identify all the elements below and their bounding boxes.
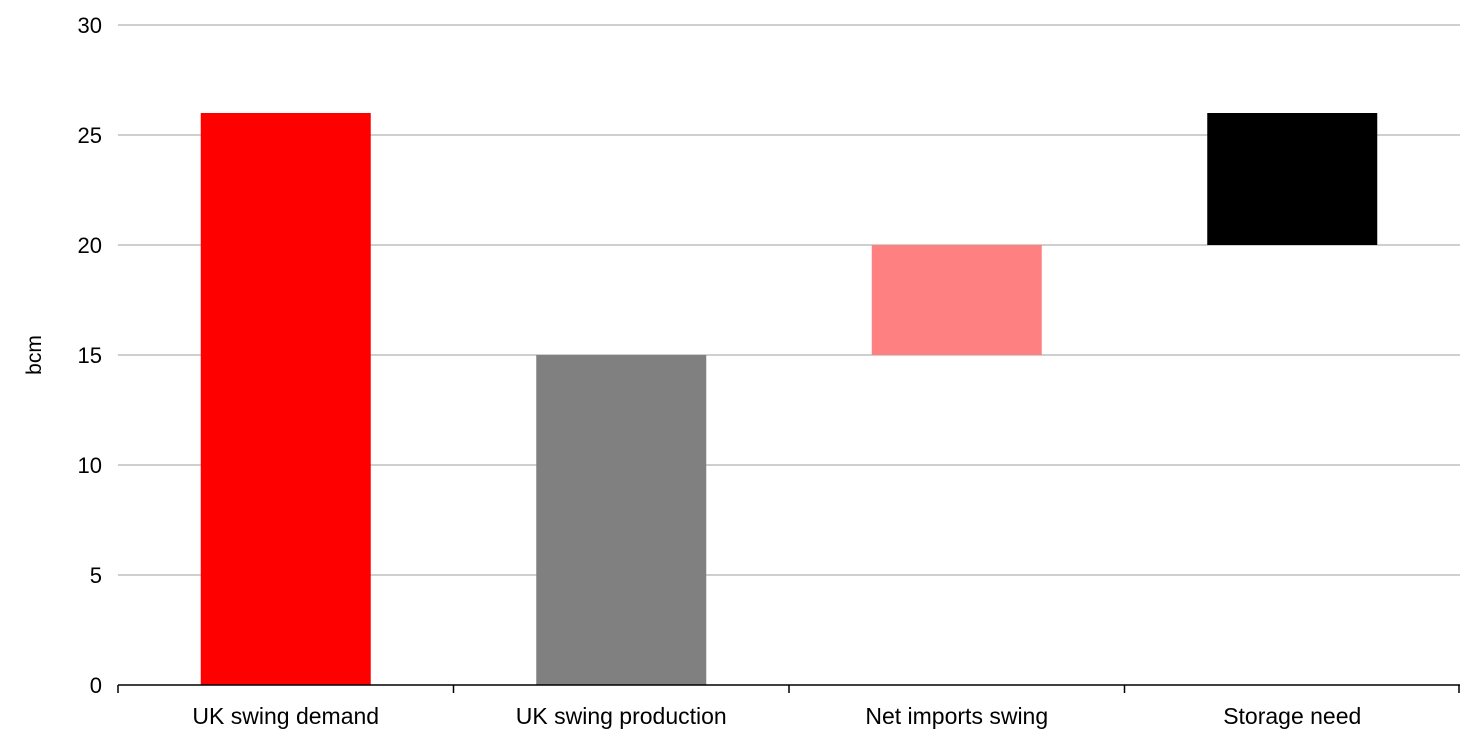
x-category-label: Net imports swing xyxy=(865,703,1048,729)
x-category-label: Storage need xyxy=(1223,703,1361,729)
y-axis-label: bcm xyxy=(23,335,46,375)
bar-uk-swing-demand xyxy=(200,113,371,685)
y-tick-label: 15 xyxy=(78,343,102,368)
category-labels: UK swing demand UK swing production Net im… xyxy=(192,703,1361,729)
x-category-label: UK swing production xyxy=(516,703,727,729)
bars xyxy=(200,113,1378,685)
y-tick-label: 5 xyxy=(90,563,102,588)
y-tick-labels: 0 5 10 15 20 25 30 xyxy=(78,13,102,698)
bar-net-imports-swing xyxy=(871,245,1042,355)
bar-uk-swing-production xyxy=(536,355,707,685)
x-category-label: UK swing demand xyxy=(192,703,379,729)
bar-storage-need xyxy=(1207,113,1378,245)
y-tick-label: 0 xyxy=(90,673,102,698)
y-tick-label: 25 xyxy=(78,123,102,148)
y-tick-label: 10 xyxy=(78,453,102,478)
axes xyxy=(117,684,1460,693)
y-tick-label: 30 xyxy=(78,13,102,38)
y-tick-label: 20 xyxy=(78,233,102,258)
